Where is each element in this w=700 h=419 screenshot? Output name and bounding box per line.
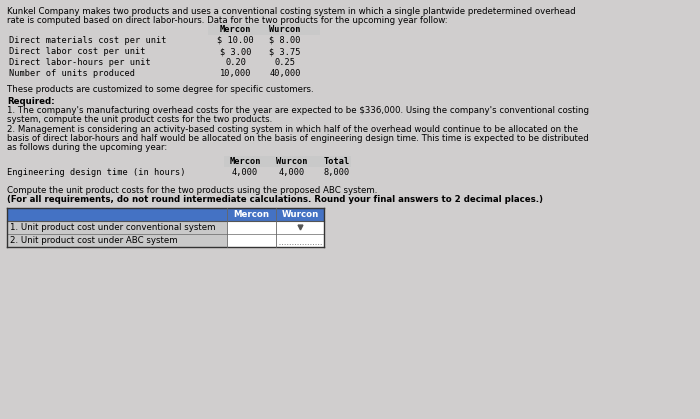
- Text: Wurcon: Wurcon: [281, 210, 318, 219]
- Text: 4,000: 4,000: [279, 168, 304, 177]
- Text: Mercon: Mercon: [233, 210, 270, 219]
- Text: Mercon: Mercon: [220, 25, 251, 34]
- Text: rate is computed based on direct labor-hours. Data for the two products for the : rate is computed based on direct labor-h…: [8, 16, 448, 25]
- Text: Direct materials cost per unit: Direct materials cost per unit: [9, 36, 167, 45]
- Text: basis of direct labor-hours and half would be allocated on the basis of engineer: basis of direct labor-hours and half wou…: [8, 134, 589, 143]
- Text: Number of units produced: Number of units produced: [9, 69, 135, 78]
- Text: (For all requirements, do not round intermediate calculations. Round your final : (For all requirements, do not round inte…: [8, 195, 543, 204]
- Text: 10,000: 10,000: [220, 69, 251, 78]
- Text: $ 3.00: $ 3.00: [220, 47, 251, 56]
- Bar: [8, 208, 324, 221]
- Bar: [8, 234, 324, 247]
- Text: $ 10.00: $ 10.00: [217, 36, 254, 45]
- Bar: [276, 221, 324, 234]
- Text: Required:: Required:: [8, 97, 55, 106]
- Text: 0.25: 0.25: [274, 58, 295, 67]
- Text: Direct labor cost per unit: Direct labor cost per unit: [9, 47, 146, 56]
- Text: $ 3.75: $ 3.75: [270, 47, 301, 56]
- Text: Direct labor-hours per unit: Direct labor-hours per unit: [9, 58, 151, 67]
- Text: Total: Total: [323, 157, 349, 166]
- Text: as follows during the upcoming year:: as follows during the upcoming year:: [8, 143, 168, 152]
- Bar: [227, 221, 276, 234]
- Text: $ 8.00: $ 8.00: [270, 36, 301, 45]
- Text: Wurcon: Wurcon: [270, 25, 301, 34]
- Text: Compute the unit product costs for the two products using the proposed ABC syste: Compute the unit product costs for the t…: [8, 186, 378, 195]
- Text: 40,000: 40,000: [270, 69, 301, 78]
- Text: These products are customized to some degree for specific customers.: These products are customized to some de…: [8, 85, 314, 94]
- Text: 4,000: 4,000: [232, 168, 258, 177]
- Bar: [227, 234, 276, 247]
- Text: 2. Management is considering an activity-based costing system in which half of t: 2. Management is considering an activity…: [8, 125, 579, 134]
- Text: Mercon: Mercon: [229, 157, 260, 166]
- Text: Kunkel Company makes two products and uses a conventional costing system in whic: Kunkel Company makes two products and us…: [8, 7, 576, 16]
- Text: Engineering design time (in hours): Engineering design time (in hours): [8, 168, 186, 177]
- Text: 1. The company's manufacturing overhead costs for the year are expected to be $3: 1. The company's manufacturing overhead …: [8, 106, 589, 115]
- Bar: [224, 156, 351, 167]
- Text: 1. Unit product cost under conventional system: 1. Unit product cost under conventional …: [10, 223, 216, 232]
- Bar: [276, 234, 324, 247]
- Bar: [8, 221, 324, 234]
- Text: system, compute the unit product costs for the two products.: system, compute the unit product costs f…: [8, 115, 273, 124]
- Bar: [207, 24, 320, 35]
- Text: Wurcon: Wurcon: [276, 157, 307, 166]
- Text: 8,000: 8,000: [323, 168, 349, 177]
- Text: 2. Unit product cost under ABC system: 2. Unit product cost under ABC system: [10, 236, 178, 245]
- Text: 0.20: 0.20: [225, 58, 246, 67]
